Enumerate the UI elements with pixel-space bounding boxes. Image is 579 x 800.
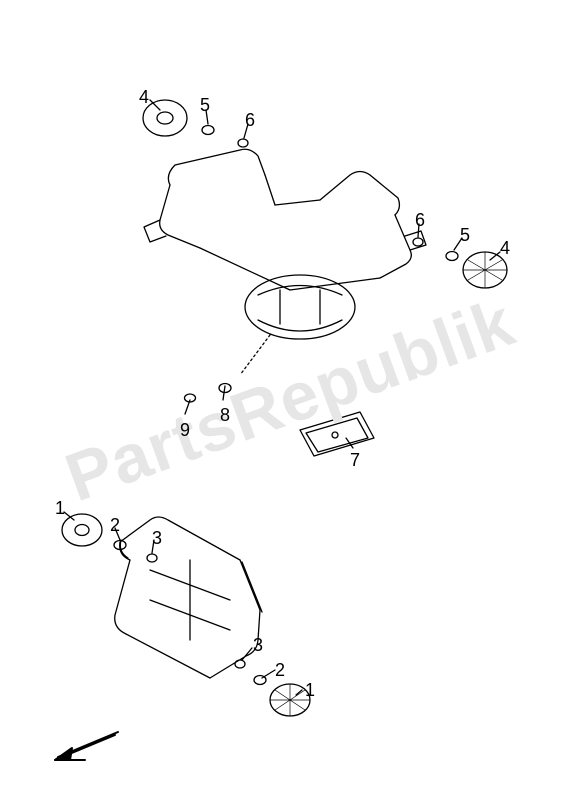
callout-6: 6 [415,210,425,231]
callout-3: 3 [152,528,162,549]
callout-1: 1 [305,680,315,701]
callout-7: 7 [350,450,360,471]
callout-4: 4 [500,238,510,259]
parts-diagram [0,0,579,800]
diagram-canvas: PartsRepublik [0,0,579,800]
callout-9: 9 [180,420,190,441]
callout-6: 6 [245,110,255,131]
callout-8: 8 [220,405,230,426]
direction-arrow [55,732,118,760]
callout-5: 5 [460,225,470,246]
callout-3: 3 [253,635,263,656]
callout-5: 5 [200,95,210,116]
callout-1: 1 [55,498,65,519]
callout-4: 4 [139,87,149,108]
callout-2: 2 [110,515,120,536]
callout-2: 2 [275,660,285,681]
